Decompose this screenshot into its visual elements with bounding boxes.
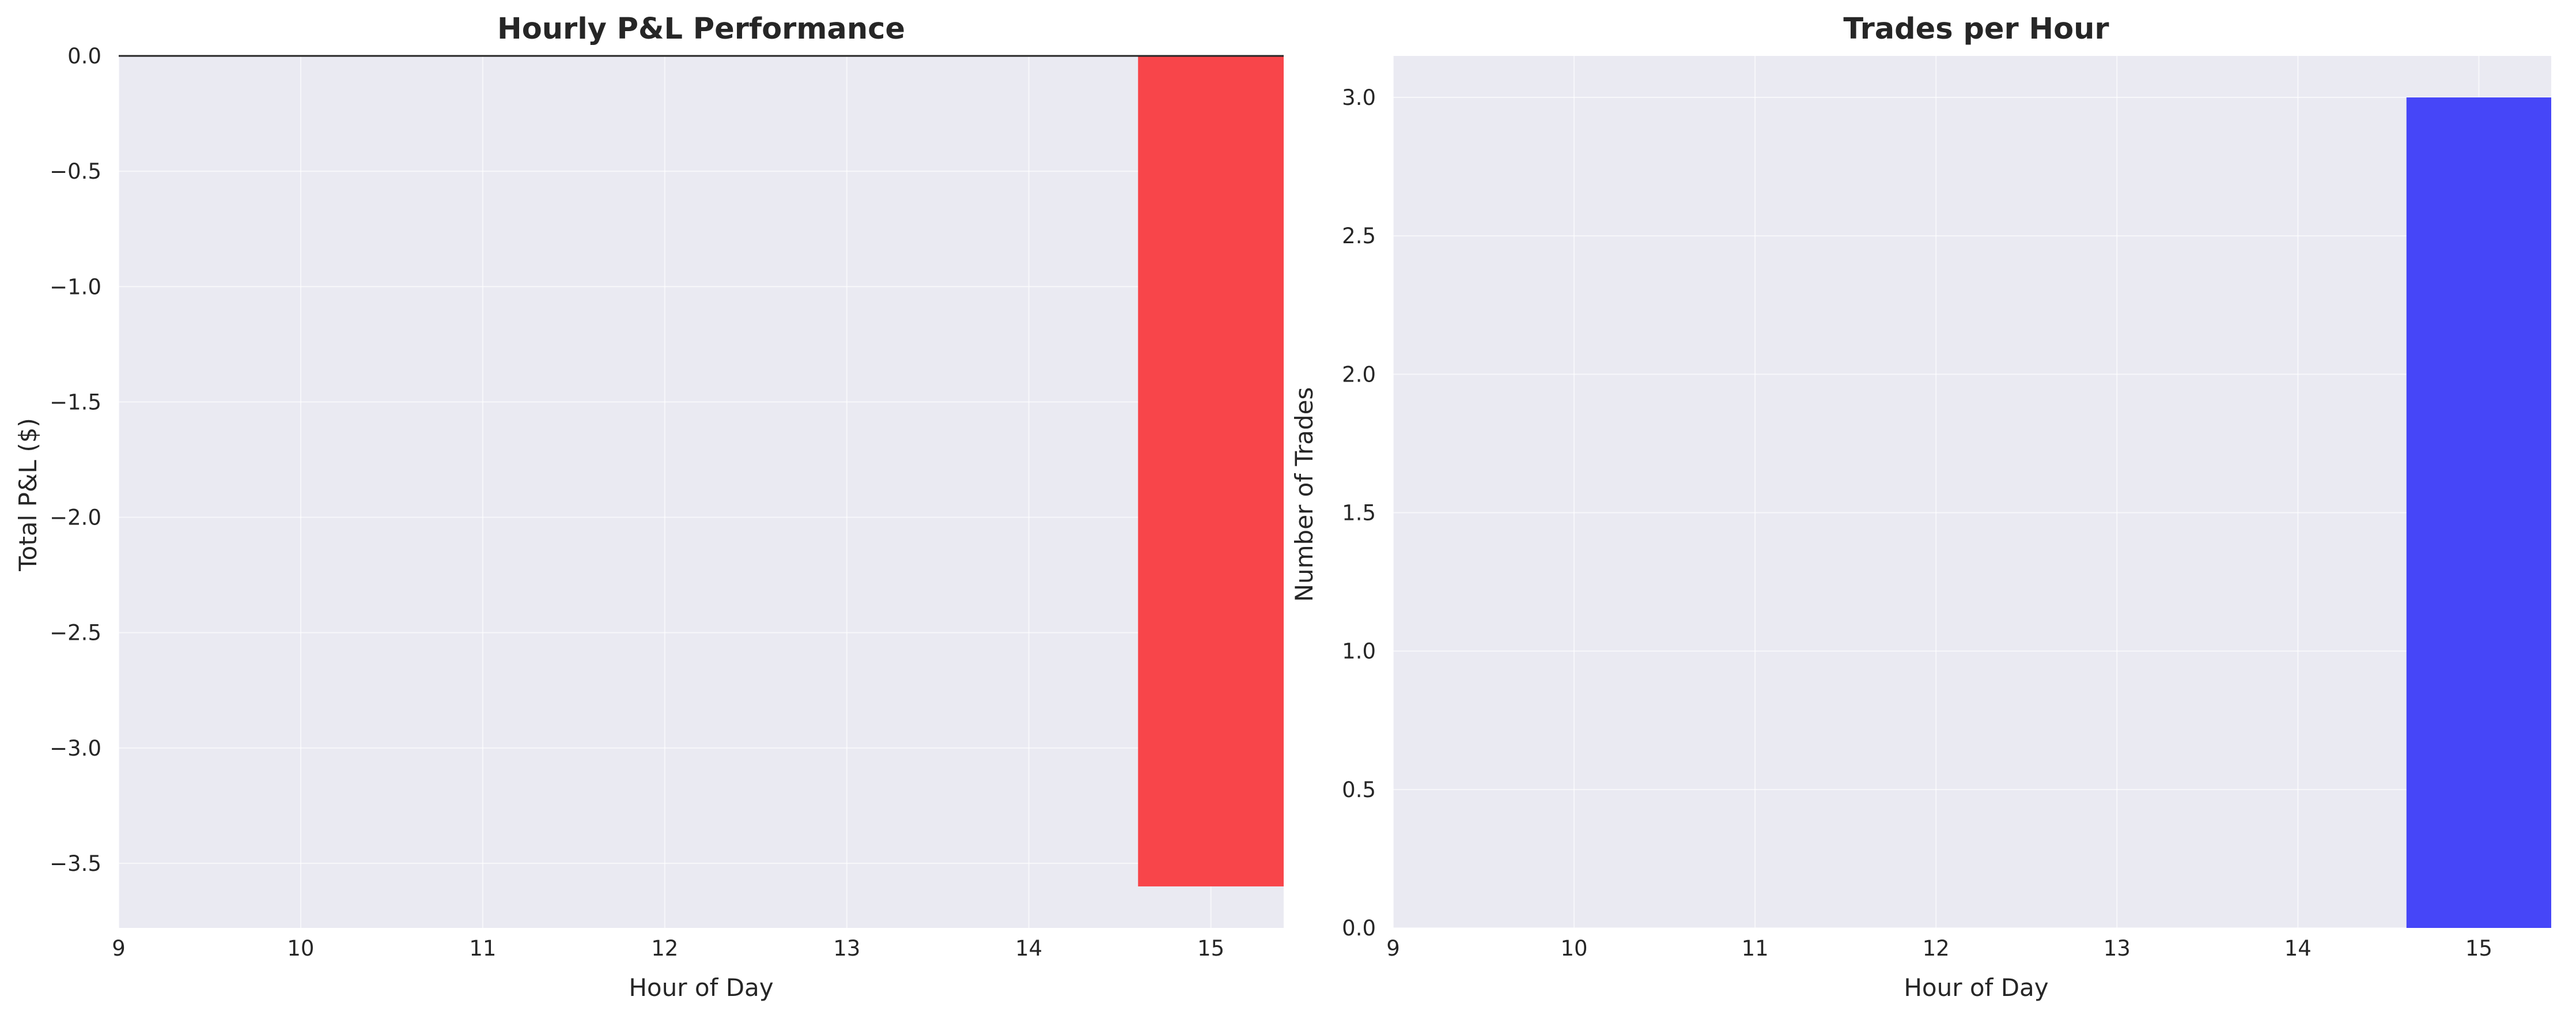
- y-tick-label: 3.0: [1342, 85, 1376, 110]
- y-tick-label: −1.0: [50, 274, 101, 299]
- y-tick-label: 0.0: [67, 44, 101, 69]
- y-tick-label: 0.0: [1342, 916, 1376, 941]
- x-tick-label: 12: [1923, 936, 1950, 961]
- bar: [1138, 56, 1284, 886]
- x-axis-label: Hour of Day: [629, 973, 773, 1002]
- plot-background: [1393, 56, 2551, 928]
- y-tick-label: −2.5: [50, 621, 101, 646]
- x-axis-ticks: 9 10 11 12 13 14 15: [1386, 936, 2492, 961]
- y-axis-label: Number of Trades: [1290, 387, 1318, 602]
- y-tick-label: 1.0: [1342, 639, 1376, 664]
- chart-title: Hourly P&L Performance: [497, 12, 905, 46]
- y-tick-label: 1.5: [1342, 501, 1376, 526]
- plot-area: [118, 55, 1284, 928]
- x-tick-label: 9: [112, 936, 126, 961]
- chart-title: Trades per Hour: [1843, 12, 2109, 46]
- y-tick-label: −2.0: [50, 505, 101, 530]
- x-tick-label: 10: [287, 936, 314, 961]
- x-tick-label: 14: [2284, 936, 2312, 961]
- x-axis-ticks: 9 10 11 12 13 14 15: [112, 936, 1224, 961]
- x-tick-label: 11: [1742, 936, 1769, 961]
- x-tick-label: 15: [2465, 936, 2492, 961]
- y-axis-label: Total P&L ($): [14, 418, 42, 572]
- plot-area: [1393, 56, 2551, 929]
- x-tick-label: 9: [1386, 936, 1400, 961]
- x-tick-label: 10: [1561, 936, 1588, 961]
- hourly-pnl-chart: Hourly P&L Performance Hour of Day Total…: [14, 12, 1284, 1002]
- x-tick-label: 12: [651, 936, 678, 961]
- y-tick-label: 2.0: [1342, 362, 1376, 387]
- y-tick-label: −3.0: [50, 736, 101, 761]
- x-tick-label: 13: [833, 936, 860, 961]
- y-tick-label: −3.5: [50, 851, 101, 876]
- x-tick-label: 13: [2104, 936, 2131, 961]
- y-tick-label: −1.5: [50, 390, 101, 414]
- x-tick-label: 15: [1197, 936, 1224, 961]
- x-tick-label: 14: [1015, 936, 1042, 961]
- y-axis-ticks: 0.0 −0.5 −1.0 −1.5 −2.0 −2.5 −3.0 −3.5: [50, 44, 101, 876]
- bar: [2406, 97, 2551, 929]
- x-tick-label: 11: [469, 936, 496, 961]
- plot-background: [119, 56, 1284, 928]
- trades-per-hour-chart: Trades per Hour Hour of Day Number of Tr…: [1290, 12, 2551, 1002]
- y-axis-ticks: 0.0 0.5 1.0 1.5 2.0 2.5 3.0: [1342, 85, 1376, 941]
- y-tick-label: 0.5: [1342, 778, 1376, 802]
- x-axis-label: Hour of Day: [1904, 973, 2048, 1002]
- y-tick-label: 2.5: [1342, 224, 1376, 248]
- y-tick-label: −0.5: [50, 159, 101, 184]
